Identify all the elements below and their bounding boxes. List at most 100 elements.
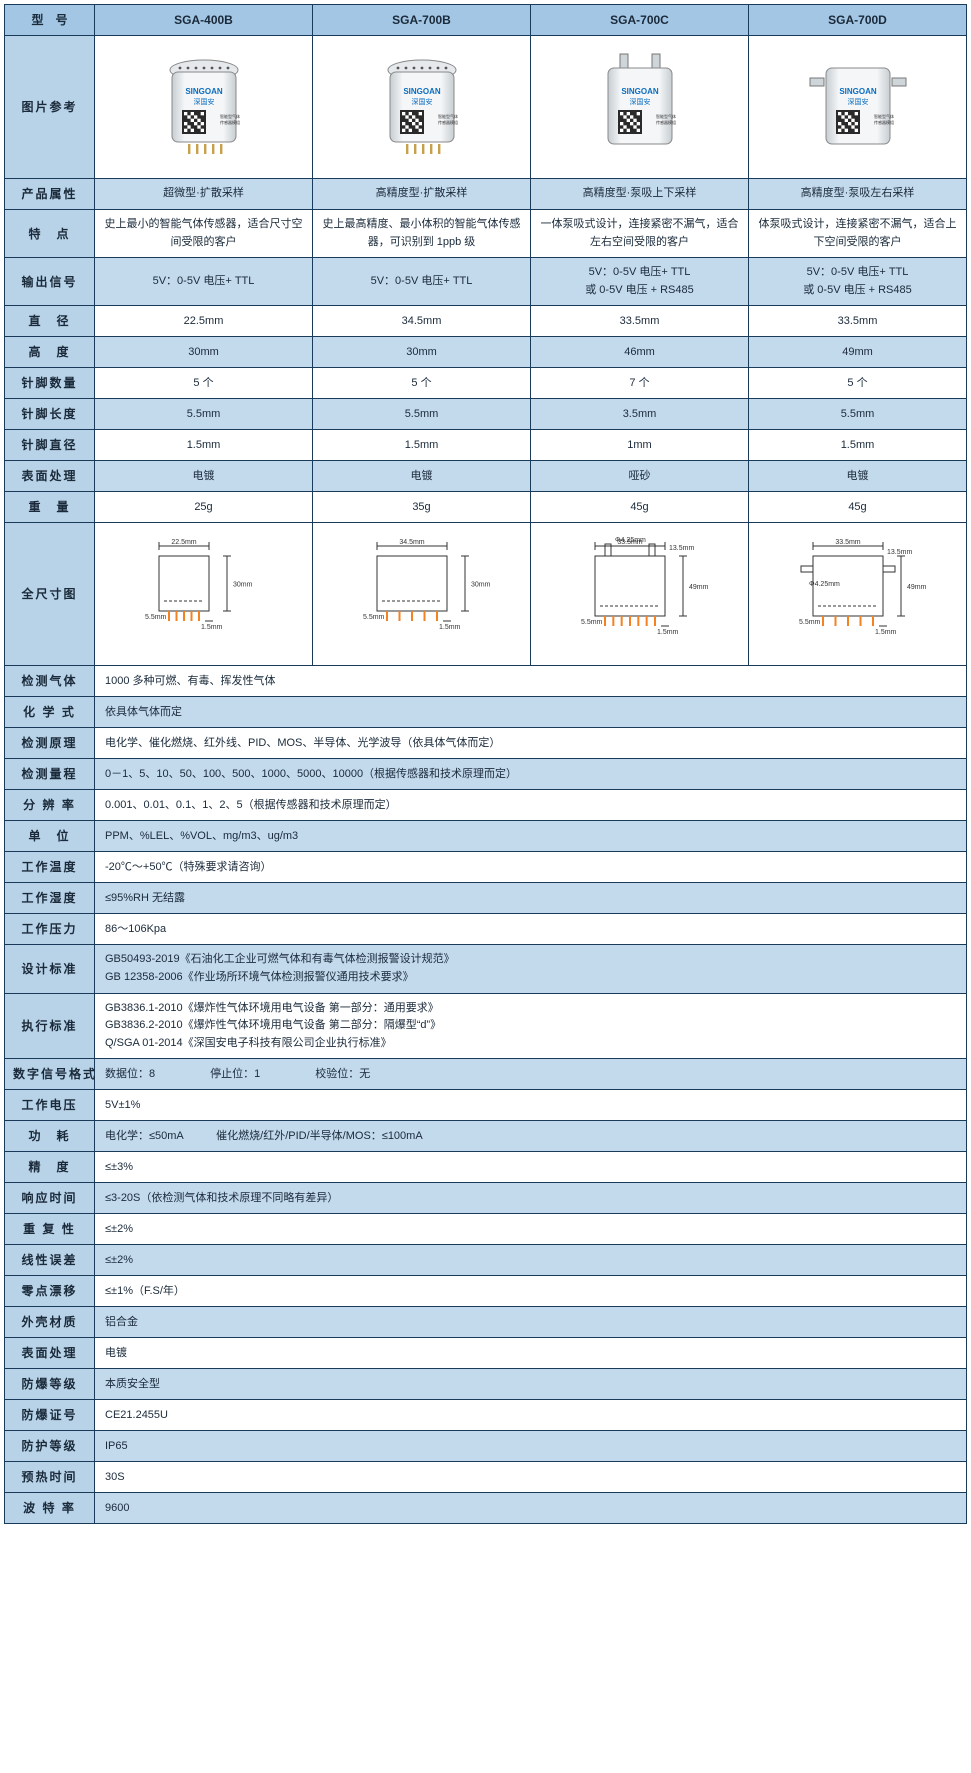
spec-value: ≤±2%: [95, 1214, 967, 1245]
header-model-label: 型 号: [5, 5, 95, 36]
spec-value: 1000 多种可燃、有毒、挥发性气体: [95, 666, 967, 697]
spec-cell: 5V：0-5V 电压+ TTL: [313, 258, 531, 306]
spec-cell: 5V：0-5V 电压+ TTL: [95, 258, 313, 306]
row-label: 针脚数量: [5, 368, 95, 399]
row-label: 检测气体: [5, 666, 95, 697]
spec-cell: 5 个: [95, 368, 313, 399]
svg-text:5.5mm: 5.5mm: [799, 619, 821, 626]
spec-cell: 1.5mm: [749, 430, 967, 461]
svg-text:SINGOAN: SINGOAN: [185, 87, 223, 96]
spec-cell: 电镀: [313, 461, 531, 492]
spec-cell: 体泵吸式设计，连接紧密不漏气，适合上下空间受限的客户: [749, 210, 967, 258]
row-label: 分 辨 率: [5, 790, 95, 821]
spec-value: -20℃～+50℃（特殊要求请咨询）: [95, 852, 967, 883]
spec-cell: 33.5mm: [749, 306, 967, 337]
svg-text:30mm: 30mm: [471, 582, 491, 589]
svg-text:1.5mm: 1.5mm: [201, 624, 223, 631]
spec-value: CE21.2455U: [95, 1400, 967, 1431]
row-label: 检测量程: [5, 759, 95, 790]
spec-cell: 高精度型·泵吸上下采样: [531, 179, 749, 210]
dimension-drawing-3: 33.5mm Φ4.25mm 13.5mm 49mm 5.5mm 1.5mm: [749, 523, 967, 666]
svg-text:1.5mm: 1.5mm: [657, 629, 679, 636]
spec-value: 0－1、5、10、50、100、500、1000、5000、10000（根据传感…: [95, 759, 967, 790]
spec-cell: 5.5mm: [95, 399, 313, 430]
row-label: 线性误差: [5, 1245, 95, 1276]
svg-text:33.5mm: 33.5mm: [835, 539, 860, 546]
spec-value: 30S: [95, 1462, 967, 1493]
svg-text:34.5mm: 34.5mm: [399, 539, 424, 546]
svg-text:49mm: 49mm: [907, 584, 927, 591]
row-label: 工作湿度: [5, 883, 95, 914]
row-label: 波 特 率: [5, 1493, 95, 1524]
header-model-3: SGA-700D: [749, 5, 967, 36]
spec-cell: 5V：0-5V 电压+ TTL或 0-5V 电压 + RS485: [531, 258, 749, 306]
row-label: 防爆等级: [5, 1369, 95, 1400]
svg-text:SINGOAN: SINGOAN: [403, 87, 441, 96]
spec-cell: 1.5mm: [95, 430, 313, 461]
spec-value: 电化学：≤50mA 催化燃烧/红外/PID/半导体/MOS：≤100mA: [95, 1121, 967, 1152]
spec-cell: 1mm: [531, 430, 749, 461]
spec-cell: 5V：0-5V 电压+ TTL或 0-5V 电压 + RS485: [749, 258, 967, 306]
row-label: 特 点: [5, 210, 95, 258]
row-label: 精 度: [5, 1152, 95, 1183]
spec-value: 依具体气体而定: [95, 697, 967, 728]
spec-cell: 哑砂: [531, 461, 749, 492]
svg-text:智能型气体: 智能型气体: [438, 113, 458, 119]
spec-cell: 5.5mm: [313, 399, 531, 430]
row-label: 全尺寸图: [5, 523, 95, 666]
svg-text:SINGOAN: SINGOAN: [839, 87, 877, 96]
spec-cell: 34.5mm: [313, 306, 531, 337]
svg-text:深国安: 深国安: [411, 97, 432, 106]
spec-cell: 电镀: [749, 461, 967, 492]
row-label: 检测原理: [5, 728, 95, 759]
spec-cell: 史上最小的智能气体传感器，适合尺寸空间受限的客户: [95, 210, 313, 258]
svg-text:5.5mm: 5.5mm: [145, 614, 167, 621]
spec-value: 电化学、催化燃烧、红外线、PID、MOS、半导体、光学波导（依具体气体而定）: [95, 728, 967, 759]
spec-cell: 高精度型·扩散采样: [313, 179, 531, 210]
spec-value: 数据位：8 停止位：1 校验位：无: [95, 1059, 967, 1090]
spec-cell: 3.5mm: [531, 399, 749, 430]
spec-cell: 5.5mm: [749, 399, 967, 430]
svg-text:智能型气体: 智能型气体: [656, 113, 676, 119]
row-label: 执行标准: [5, 993, 95, 1059]
svg-text:5.5mm: 5.5mm: [363, 614, 385, 621]
product-image-3: SINGOAN 深国安 智能型气体 传感器模组: [749, 36, 967, 179]
spec-cell: 46mm: [531, 337, 749, 368]
row-label: 高 度: [5, 337, 95, 368]
spec-value: ≤±2%: [95, 1245, 967, 1276]
row-label: 针脚直径: [5, 430, 95, 461]
svg-text:传感器模组: 传感器模组: [438, 119, 458, 125]
svg-text:深国安: 深国安: [629, 97, 650, 106]
spec-table: 型 号SGA-400BSGA-700BSGA-700CSGA-700D图片参考 …: [4, 4, 967, 1524]
header-model-1: SGA-700B: [313, 5, 531, 36]
header-model-2: SGA-700C: [531, 5, 749, 36]
dimension-drawing-2: 33.5mm Φ4.25mm 13.5mm 49mm 5.5mm 1.5mm: [531, 523, 749, 666]
svg-text:传感器模组: 传感器模组: [220, 119, 240, 125]
product-image-1: SINGOAN 深国安 智能型气体 传感器模组: [313, 36, 531, 179]
spec-cell: 33.5mm: [531, 306, 749, 337]
spec-cell: 高精度型·泵吸左右采样: [749, 179, 967, 210]
spec-value: IP65: [95, 1431, 967, 1462]
spec-value: ≤3-20S（依检测气体和技术原理不同略有差异）: [95, 1183, 967, 1214]
row-label: 产品属性: [5, 179, 95, 210]
svg-text:22.5mm: 22.5mm: [171, 539, 196, 546]
row-label: 直 径: [5, 306, 95, 337]
svg-text:30mm: 30mm: [233, 582, 253, 589]
spec-cell: 7 个: [531, 368, 749, 399]
row-label: 化 学 式: [5, 697, 95, 728]
row-label: 数字信号格式: [5, 1059, 95, 1090]
spec-cell: 45g: [531, 492, 749, 523]
row-label: 图片参考: [5, 36, 95, 179]
svg-text:智能型气体: 智能型气体: [220, 113, 240, 119]
row-label: 工作电压: [5, 1090, 95, 1121]
spec-cell: 22.5mm: [95, 306, 313, 337]
spec-cell: 一体泵吸式设计，连接紧密不漏气，适合左右空间受限的客户: [531, 210, 749, 258]
svg-text:SINGOAN: SINGOAN: [621, 87, 659, 96]
svg-text:13.5mm: 13.5mm: [669, 545, 694, 552]
spec-value: 5V±1%: [95, 1090, 967, 1121]
dimension-drawing-1: 34.5mm 30mm 5.5mm 1.5mm: [313, 523, 531, 666]
svg-text:Φ4.25mm: Φ4.25mm: [615, 537, 646, 544]
row-label: 工作压力: [5, 914, 95, 945]
svg-text:深国安: 深国安: [193, 97, 214, 106]
spec-value: 本质安全型: [95, 1369, 967, 1400]
